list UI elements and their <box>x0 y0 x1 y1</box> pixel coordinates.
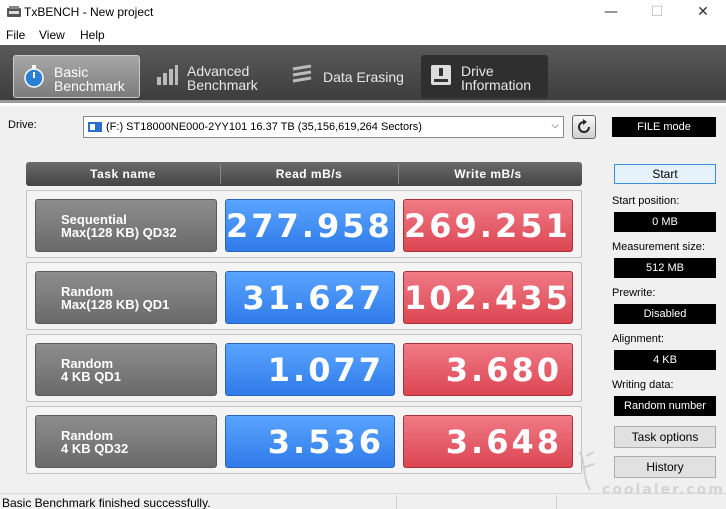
menu-bar: File View Help <box>0 25 726 45</box>
task-button[interactable]: Random Max(128 KB) QD1 <box>35 271 217 324</box>
writing-data-label: Writing data: <box>612 379 674 391</box>
header-task-name: Task name <box>90 167 156 181</box>
task-name-line1: Random <box>61 284 113 299</box>
drive-info-icon <box>431 65 451 85</box>
watermark-logo: coolaler.com <box>579 451 722 498</box>
result-row-random-4k-qd1: Random 4 KB QD1 1.077 3.680 <box>26 334 582 402</box>
task-name-line2: Max(128 KB) QD32 <box>61 225 177 240</box>
read-value: 277.958 <box>225 199 395 252</box>
read-value: 31.627 <box>225 271 395 324</box>
drive-select-value: (F:) ST18000NE000-2YY101 16.37 TB (35,15… <box>106 121 422 133</box>
ribbon: Basic Benchmark Advanced Benchmark Data … <box>0 45 726 103</box>
chevron-down-icon: ⌵ <box>551 120 559 131</box>
window-title: TxBENCH - New project <box>24 5 154 19</box>
task-name-line2: 4 KB QD32 <box>61 441 129 456</box>
header-write: Write mB/s <box>454 167 522 181</box>
tab-basic-benchmark[interactable]: Basic Benchmark <box>13 55 140 98</box>
task-button[interactable]: Random 4 KB QD32 <box>35 415 217 468</box>
task-name-line2: 4 KB QD1 <box>61 369 121 384</box>
write-value: 269.251 <box>403 199 573 252</box>
drive-icon <box>88 122 102 132</box>
task-button[interactable]: Random 4 KB QD1 <box>35 343 217 396</box>
result-row-random-4k-qd32: Random 4 KB QD32 3.536 3.648 <box>26 406 582 474</box>
drive-label: Drive: <box>8 119 37 131</box>
task-name-line2: Max(128 KB) QD1 <box>61 297 170 312</box>
start-position-label: Start position: <box>612 195 680 207</box>
history-button[interactable]: History <box>614 456 716 478</box>
svg-text:coolaler.com: coolaler.com <box>602 482 722 498</box>
refresh-icon <box>578 119 590 133</box>
tab-label: Advanced Benchmark <box>187 63 258 93</box>
drive-select[interactable]: (F:) ST18000NE000-2YY101 16.37 TB (35,15… <box>83 116 564 138</box>
start-button[interactable]: Start <box>614 164 716 184</box>
tab-drive-information[interactable]: Drive Information <box>421 55 548 98</box>
minimize-button[interactable]: — <box>604 4 618 20</box>
app-icon <box>7 6 21 17</box>
task-name-line1: Sequential <box>61 212 127 227</box>
read-value: 1.077 <box>225 343 395 396</box>
tab-label: Basic Benchmark <box>54 64 125 94</box>
alignment-value[interactable]: 4 KB <box>614 350 716 370</box>
close-button[interactable]: ✕ <box>697 4 709 20</box>
measurement-size-label: Measurement size: <box>612 241 705 253</box>
write-value: 102.435 <box>403 271 573 324</box>
task-name-line1: Random <box>61 356 113 371</box>
tab-label: Drive Information <box>461 63 532 93</box>
write-value: 3.680 <box>403 343 573 396</box>
menu-view[interactable]: View <box>39 28 65 42</box>
header-divider <box>220 164 221 184</box>
menu-file[interactable]: File <box>6 28 26 42</box>
result-row-sequential-qd32: Sequential Max(128 KB) QD32 277.958 269.… <box>26 190 582 258</box>
eraser-icon <box>292 64 312 83</box>
header-read: Read mB/s <box>275 167 343 181</box>
title-bar: TxBENCH - New project — ☐ ✕ <box>0 0 726 25</box>
task-name-line1: Random <box>61 428 113 443</box>
alignment-label: Alignment: <box>612 333 664 345</box>
bar-chart-icon <box>157 65 178 85</box>
tab-data-erasing[interactable]: Data Erasing <box>283 55 414 98</box>
tab-label: Data Erasing <box>323 69 404 85</box>
maximize-button[interactable]: ☐ <box>650 4 664 20</box>
measurement-size-value[interactable]: 512 MB <box>614 258 716 278</box>
prewrite-label: Prewrite: <box>612 287 656 299</box>
status-text: Basic Benchmark finished successfully. <box>2 496 211 509</box>
writing-data-value[interactable]: Random number <box>614 396 716 416</box>
status-bar: Basic Benchmark finished successfully. <box>0 493 726 509</box>
task-button[interactable]: Sequential Max(128 KB) QD32 <box>35 199 217 252</box>
task-options-button[interactable]: Task options <box>614 426 716 448</box>
status-divider <box>556 495 557 509</box>
read-value: 3.536 <box>225 415 395 468</box>
file-mode-indicator: FILE mode <box>612 117 716 137</box>
write-value: 3.648 <box>403 415 573 468</box>
start-position-value[interactable]: 0 MB <box>614 212 716 232</box>
results-table-header: Task name Read mB/s Write mB/s <box>26 162 582 186</box>
stopwatch-icon <box>24 65 44 88</box>
status-divider <box>396 495 397 509</box>
refresh-button[interactable] <box>572 115 596 139</box>
tab-advanced-benchmark[interactable]: Advanced Benchmark <box>147 55 277 98</box>
result-row-random-128k-qd1: Random Max(128 KB) QD1 31.627 102.435 <box>26 262 582 330</box>
header-divider <box>398 164 399 184</box>
prewrite-value[interactable]: Disabled <box>614 304 716 324</box>
menu-help[interactable]: Help <box>80 28 105 42</box>
